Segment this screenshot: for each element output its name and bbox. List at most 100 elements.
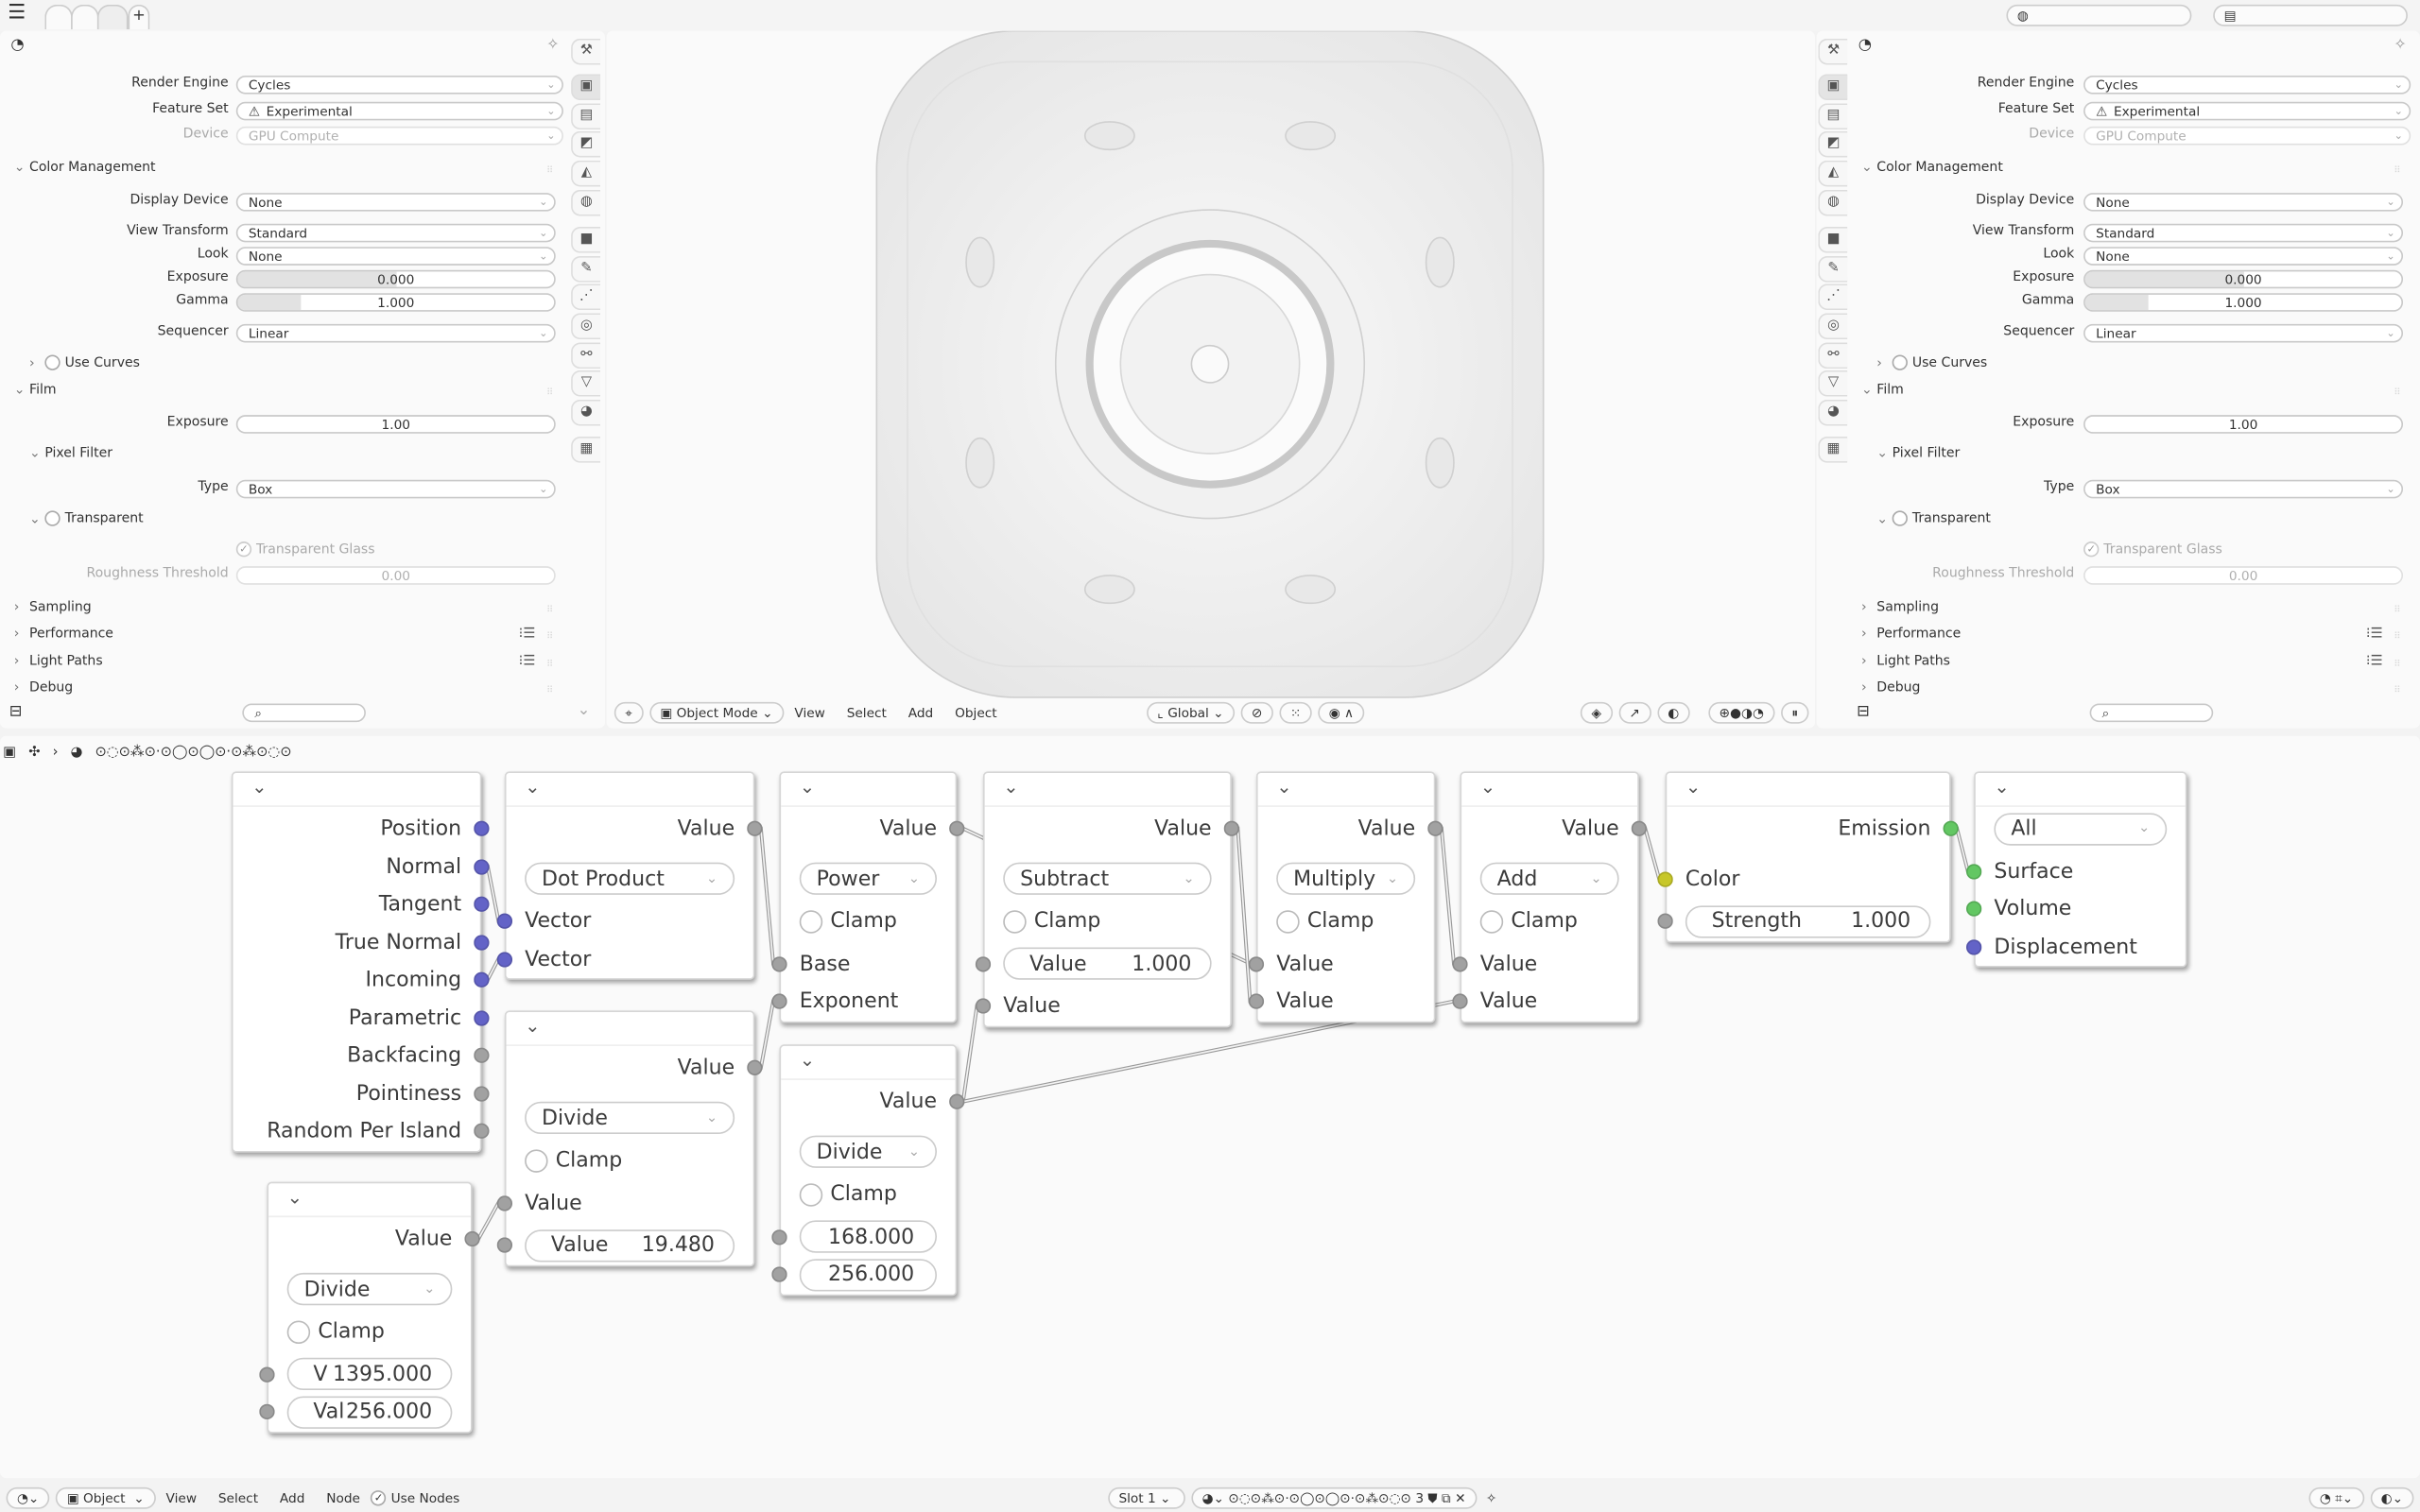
checkbox[interactable] bbox=[1892, 510, 1908, 526]
pin-icon[interactable]: ✧ bbox=[545, 37, 560, 55]
tab-render-icon[interactable]: ▣ bbox=[571, 74, 601, 101]
type-dropdown[interactable]: Box ⌄ bbox=[235, 479, 556, 499]
object-type-selector[interactable]: ▣ Object ⌄ bbox=[56, 1486, 156, 1509]
socket-float[interactable] bbox=[747, 1059, 763, 1075]
node-link[interactable] bbox=[1435, 827, 1461, 965]
roughness-threshold-field[interactable]: 0.00 bbox=[235, 566, 556, 585]
slot-selector[interactable]: Slot 1 ⌄ bbox=[1108, 1486, 1185, 1509]
clamp-checkbox[interactable] bbox=[1003, 909, 1027, 934]
tab-output-icon[interactable]: ▤ bbox=[1818, 103, 1848, 130]
tab-physics-icon[interactable]: ◎ bbox=[1818, 313, 1848, 340]
node-link[interactable] bbox=[754, 1000, 780, 1069]
checkbox[interactable] bbox=[1892, 354, 1908, 370]
value-field[interactable]: Val 256.000 bbox=[286, 1396, 453, 1429]
visibility-icon[interactable]: ◈ bbox=[1581, 701, 1613, 724]
3d-viewport[interactable]: ⌖ ▣ Object Mode ⌄ View Select Add Object… bbox=[606, 30, 1815, 729]
drag-grip-icon[interactable]: ⠿ bbox=[2394, 387, 2401, 399]
drag-grip-icon[interactable]: ⠿ bbox=[2394, 164, 2401, 177]
operation-dropdown[interactable]: Add ⌄ bbox=[1479, 863, 1619, 896]
tab-texture-icon[interactable]: ▦ bbox=[571, 437, 601, 463]
node-header[interactable]: ⌄ bbox=[268, 1183, 471, 1218]
panel-header-color-management[interactable]: ⌄ Color Management bbox=[1861, 161, 2003, 176]
socket-vector[interactable] bbox=[474, 971, 490, 988]
tab-view-layer-icon[interactable]: ◩ bbox=[1818, 130, 1848, 158]
render-engine-dropdown[interactable]: Cycles ⌄ bbox=[2083, 75, 2411, 94]
sequencer-dropdown[interactable]: Linear ⌄ bbox=[235, 323, 556, 343]
socket-vector[interactable] bbox=[1965, 938, 1982, 954]
value-field[interactable]: Strength 1.000 bbox=[1685, 904, 1931, 938]
node-header[interactable]: ⌄ bbox=[1461, 773, 1638, 807]
exposure-field[interactable]: 0.000 bbox=[2083, 269, 2404, 289]
operation-dropdown[interactable]: Dot Product ⌄ bbox=[525, 863, 735, 896]
drag-grip-icon[interactable]: ⠿ bbox=[545, 630, 554, 643]
node-header[interactable]: ⌄ bbox=[984, 773, 1231, 807]
operation-dropdown[interactable]: Divide ⌄ bbox=[525, 1102, 735, 1135]
workspace-tab[interactable] bbox=[44, 4, 73, 30]
collapse-chevron-icon[interactable]: ⌄ bbox=[525, 776, 541, 799]
transparent-glass-checkbox[interactable]: ✓ Transparent Glass bbox=[235, 541, 375, 558]
node-link[interactable] bbox=[957, 1005, 983, 1103]
editor-type-icon[interactable]: ◔⌄ bbox=[6, 1486, 50, 1509]
drag-grip-icon[interactable]: ⠿ bbox=[2394, 684, 2401, 696]
socket-float[interactable] bbox=[771, 955, 787, 971]
panel-header-use-curves[interactable]: › Use Curves bbox=[29, 354, 140, 371]
display-toggle-icon[interactable]: ⊟ bbox=[1857, 703, 1870, 721]
panel-header-pixel-filter[interactable]: ⌄ Pixel Filter bbox=[29, 446, 112, 461]
tab-world-icon[interactable]: ◍ bbox=[1818, 189, 1848, 216]
socket-float[interactable] bbox=[464, 1230, 480, 1247]
socket-float[interactable] bbox=[771, 1266, 787, 1282]
value-field[interactable]: 168.000 bbox=[799, 1220, 938, 1254]
socket-float[interactable] bbox=[259, 1403, 275, 1420]
mode-selector[interactable]: ▣ Object Mode ⌄ bbox=[648, 701, 784, 724]
tab-data-icon[interactable]: ▽ bbox=[571, 369, 601, 397]
pivot-icon[interactable]: ⊘ bbox=[1240, 701, 1273, 724]
socket-shader[interactable] bbox=[1943, 820, 1959, 836]
display-device-dropdown[interactable]: None ⌄ bbox=[2083, 193, 2404, 212]
socket-float[interactable] bbox=[1223, 820, 1240, 836]
tab-scene-icon[interactable]: ◭ bbox=[1818, 160, 1848, 187]
panel-header-sampling[interactable]: › Sampling bbox=[14, 600, 92, 615]
socket-float[interactable] bbox=[474, 1047, 490, 1063]
node-divide-c[interactable]: ⌄ Value Divide ⌄ Clamp 168.000 256.000 bbox=[771, 1044, 965, 1296]
panel-header-use-curves[interactable]: › Use Curves bbox=[1876, 354, 1987, 371]
material-name[interactable]: ⊙◌⊙⁂⊙·⊙◯⊙◯⊙·⊙⁂⊙◌⊙ bbox=[1228, 1490, 1411, 1506]
tab-particles-icon[interactable]: ⋰ bbox=[1818, 284, 1848, 311]
view-transform-dropdown[interactable]: Standard ⌄ bbox=[235, 223, 556, 243]
transform-orientation[interactable]: ⌞ Global ⌄ bbox=[1147, 701, 1236, 724]
socket-vector[interactable] bbox=[474, 820, 490, 836]
gamma-field[interactable]: 1.000 bbox=[235, 293, 556, 312]
drag-grip-icon[interactable]: ⠿ bbox=[2394, 630, 2401, 643]
overlay-icon[interactable]: ◐⌄ bbox=[2370, 1486, 2414, 1509]
look-dropdown[interactable]: None ⌄ bbox=[2083, 247, 2404, 266]
checkbox[interactable] bbox=[44, 510, 60, 526]
drag-grip-icon[interactable]: ⠿ bbox=[2394, 659, 2401, 670]
panel-header-transparent[interactable]: ⌄ Transparent bbox=[1876, 510, 1991, 527]
node-divide-b[interactable]: ⌄ Value Divide ⌄ Clamp V 1395.000 Val 256.000 bbox=[259, 1181, 480, 1433]
workspace-tab[interactable] bbox=[71, 4, 99, 30]
panel-header-transparent[interactable]: ⌄ Transparent bbox=[29, 510, 144, 527]
node-header[interactable]: ⌄ bbox=[1257, 773, 1434, 807]
tab-scene-icon[interactable]: ◭ bbox=[571, 160, 601, 187]
socket-float[interactable] bbox=[771, 993, 787, 1009]
panel-header-light-paths[interactable]: › Light Paths bbox=[14, 654, 103, 669]
tab-physics-icon[interactable]: ◎ bbox=[571, 313, 601, 340]
search-input[interactable]: ⌕ bbox=[2089, 703, 2214, 723]
pause-icon[interactable]: ⏸ bbox=[1780, 701, 1809, 724]
socket-float[interactable] bbox=[1452, 993, 1468, 1009]
value-field[interactable]: Value 19.480 bbox=[525, 1228, 735, 1263]
panel-type-icon[interactable]: ◔ bbox=[10, 37, 25, 55]
workspace-tab-active[interactable] bbox=[96, 4, 129, 30]
value-field[interactable]: Value 1.000 bbox=[1003, 947, 1212, 981]
panel-header-performance[interactable]: › Performance bbox=[1861, 627, 1961, 642]
list-icon[interactable]: ⁝☰ bbox=[518, 654, 536, 670]
drag-grip-icon[interactable]: ⠿ bbox=[545, 164, 554, 177]
socket-float[interactable] bbox=[474, 1123, 490, 1139]
socket-float[interactable] bbox=[949, 1093, 965, 1109]
pin-icon[interactable]: ✣ bbox=[28, 745, 41, 761]
socket-vector[interactable] bbox=[474, 858, 490, 874]
collapse-chevron-icon[interactable]: ⌄ bbox=[1479, 776, 1496, 799]
socket-vector[interactable] bbox=[474, 896, 490, 912]
panel-header-sampling[interactable]: › Sampling bbox=[1861, 600, 1939, 615]
menu-select[interactable]: Select bbox=[846, 705, 887, 721]
node-add[interactable]: ⌄ Value Add ⌄ Clamp Value Value bbox=[1452, 771, 1648, 1022]
